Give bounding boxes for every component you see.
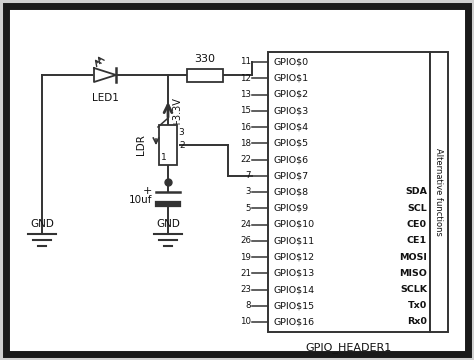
Text: MISO: MISO xyxy=(399,269,427,278)
Text: GPIO$13: GPIO$13 xyxy=(274,269,315,278)
Text: Rx0: Rx0 xyxy=(407,318,427,327)
Text: 24: 24 xyxy=(240,220,251,229)
Text: +3.3V: +3.3V xyxy=(172,97,182,127)
Text: SCL: SCL xyxy=(407,204,427,213)
Text: 10uf: 10uf xyxy=(128,195,152,205)
Bar xyxy=(268,52,430,332)
Text: GND: GND xyxy=(30,219,54,229)
Text: GPIO$11: GPIO$11 xyxy=(274,236,315,245)
Text: 26: 26 xyxy=(240,236,251,245)
Text: LDR: LDR xyxy=(136,135,146,156)
Text: 19: 19 xyxy=(240,252,251,261)
Bar xyxy=(159,125,177,165)
Bar xyxy=(187,68,223,81)
Text: GPIO$8: GPIO$8 xyxy=(274,188,309,197)
Text: GPIO_HEADER1: GPIO_HEADER1 xyxy=(306,342,392,353)
Text: 16: 16 xyxy=(240,122,251,131)
Polygon shape xyxy=(94,68,116,82)
Text: GPIO$10: GPIO$10 xyxy=(274,220,315,229)
Text: GPIO$14: GPIO$14 xyxy=(274,285,315,294)
Text: 12: 12 xyxy=(240,74,251,83)
Text: GPIO$2: GPIO$2 xyxy=(274,90,309,99)
Text: GPIO$15: GPIO$15 xyxy=(274,301,315,310)
Text: LED1: LED1 xyxy=(91,93,118,103)
Text: GPIO$7: GPIO$7 xyxy=(274,171,309,180)
Text: Alternative functions: Alternative functions xyxy=(435,148,444,236)
Text: 3: 3 xyxy=(246,188,251,197)
Text: 7: 7 xyxy=(246,171,251,180)
Text: 15: 15 xyxy=(240,106,251,115)
Text: 10: 10 xyxy=(240,318,251,327)
Text: 1: 1 xyxy=(161,153,167,162)
Text: 21: 21 xyxy=(240,269,251,278)
Text: SCLK: SCLK xyxy=(400,285,427,294)
Text: CE0: CE0 xyxy=(407,220,427,229)
Text: MOSI: MOSI xyxy=(399,252,427,261)
Bar xyxy=(430,52,448,332)
Text: GPIO$12: GPIO$12 xyxy=(274,252,315,261)
Text: +: + xyxy=(143,186,152,196)
Text: 23: 23 xyxy=(240,285,251,294)
Text: 3: 3 xyxy=(178,128,184,137)
Text: Tx0: Tx0 xyxy=(408,301,427,310)
Text: CE1: CE1 xyxy=(407,236,427,245)
Text: GPIO$0: GPIO$0 xyxy=(274,58,309,67)
Text: 5: 5 xyxy=(246,204,251,213)
Text: 11: 11 xyxy=(240,58,251,67)
Text: 22: 22 xyxy=(240,155,251,164)
Text: GPIO$6: GPIO$6 xyxy=(274,155,309,164)
Text: 18: 18 xyxy=(240,139,251,148)
Text: GPIO$1: GPIO$1 xyxy=(274,74,309,83)
Text: GPIO$5: GPIO$5 xyxy=(274,139,309,148)
Text: 8: 8 xyxy=(246,301,251,310)
Text: GPIO$3: GPIO$3 xyxy=(274,106,309,115)
Text: 13: 13 xyxy=(240,90,251,99)
Text: GPIO$9: GPIO$9 xyxy=(274,204,309,213)
Text: GND: GND xyxy=(156,219,180,229)
Text: GPIO$16: GPIO$16 xyxy=(274,318,315,327)
Text: SDA: SDA xyxy=(405,188,427,197)
Text: 2: 2 xyxy=(179,140,185,149)
Text: GPIO$4: GPIO$4 xyxy=(274,122,309,131)
Text: 330: 330 xyxy=(194,54,216,64)
